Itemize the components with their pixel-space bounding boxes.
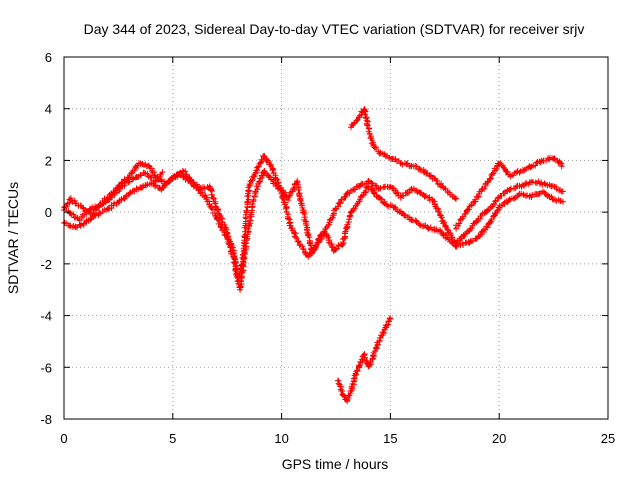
series-trace-f-low bbox=[335, 315, 394, 405]
series-markers bbox=[348, 106, 459, 202]
series-trace-d-late bbox=[453, 154, 565, 232]
axis-ticks: 0 5 10 15 20 25 -8 -6 -4 -2 0 2 4 6 bbox=[40, 50, 615, 446]
series-markers bbox=[335, 315, 394, 405]
y-tick-label: -4 bbox=[40, 309, 52, 324]
y-tick-label: 2 bbox=[45, 153, 52, 168]
series-trace-e-high bbox=[348, 106, 459, 202]
plot-frame bbox=[63, 56, 609, 420]
x-tick-label: 20 bbox=[492, 431, 506, 446]
series-trace-c bbox=[65, 169, 166, 224]
x-tick-label: 15 bbox=[383, 431, 397, 446]
y-axis-label: SDTVAR / TECUs bbox=[5, 182, 21, 294]
x-tick-label: 5 bbox=[169, 431, 176, 446]
y-tick-label: -8 bbox=[40, 412, 52, 427]
x-tick-label: 25 bbox=[601, 431, 615, 446]
x-axis-label: GPS time / hours bbox=[282, 456, 389, 472]
y-tick-label: 6 bbox=[45, 50, 52, 65]
series-markers bbox=[453, 154, 565, 232]
y-tick-label: 0 bbox=[45, 205, 52, 220]
chart-title: Day 344 of 2023, Sidereal Day-to-day VTE… bbox=[84, 21, 585, 37]
x-tick-label: 0 bbox=[60, 431, 67, 446]
x-tick-label: 10 bbox=[274, 431, 288, 446]
y-tick-label: 4 bbox=[45, 102, 52, 117]
y-tick-label: -2 bbox=[40, 257, 52, 272]
series-markers bbox=[65, 169, 166, 224]
y-tick-label: -6 bbox=[40, 360, 52, 375]
